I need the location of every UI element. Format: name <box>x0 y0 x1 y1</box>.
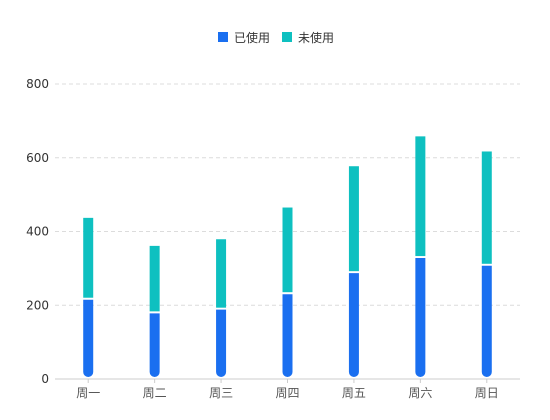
y-tick-label: 600 <box>26 151 49 165</box>
bar-used-4 <box>348 273 359 377</box>
x-tick-label: 周六 <box>408 386 432 400</box>
legend-swatch-1 <box>282 32 292 42</box>
x-tick-label: 周一 <box>76 386 100 400</box>
legend-label-0: 已使用 <box>234 30 270 45</box>
y-tick-label: 0 <box>41 372 49 386</box>
bar-unused-6 <box>481 151 492 264</box>
bar-unused-5 <box>415 136 426 257</box>
y-tick-label: 800 <box>26 77 49 91</box>
x-tick-label: 周三 <box>209 386 233 400</box>
legend-swatch-0 <box>218 32 228 42</box>
bar-used-3 <box>282 294 293 377</box>
legend-label-1: 未使用 <box>298 30 334 45</box>
bar-used-1 <box>149 313 160 377</box>
bar-used-5 <box>415 258 426 377</box>
bar-unused-0 <box>83 217 94 298</box>
bar-used-2 <box>216 309 227 377</box>
x-tick-label: 周四 <box>275 386 299 400</box>
x-tick-label: 周日 <box>475 386 499 400</box>
y-tick-label: 200 <box>26 298 49 312</box>
bar-unused-4 <box>348 166 359 272</box>
bar-unused-3 <box>282 207 293 293</box>
bar-unused-1 <box>149 245 160 312</box>
bar-used-6 <box>481 265 492 377</box>
x-tick-label: 周五 <box>342 386 366 400</box>
bar-used-0 <box>83 299 94 377</box>
bar-unused-2 <box>216 239 227 308</box>
y-tick-label: 400 <box>26 225 49 239</box>
x-tick-label: 周二 <box>143 386 167 400</box>
